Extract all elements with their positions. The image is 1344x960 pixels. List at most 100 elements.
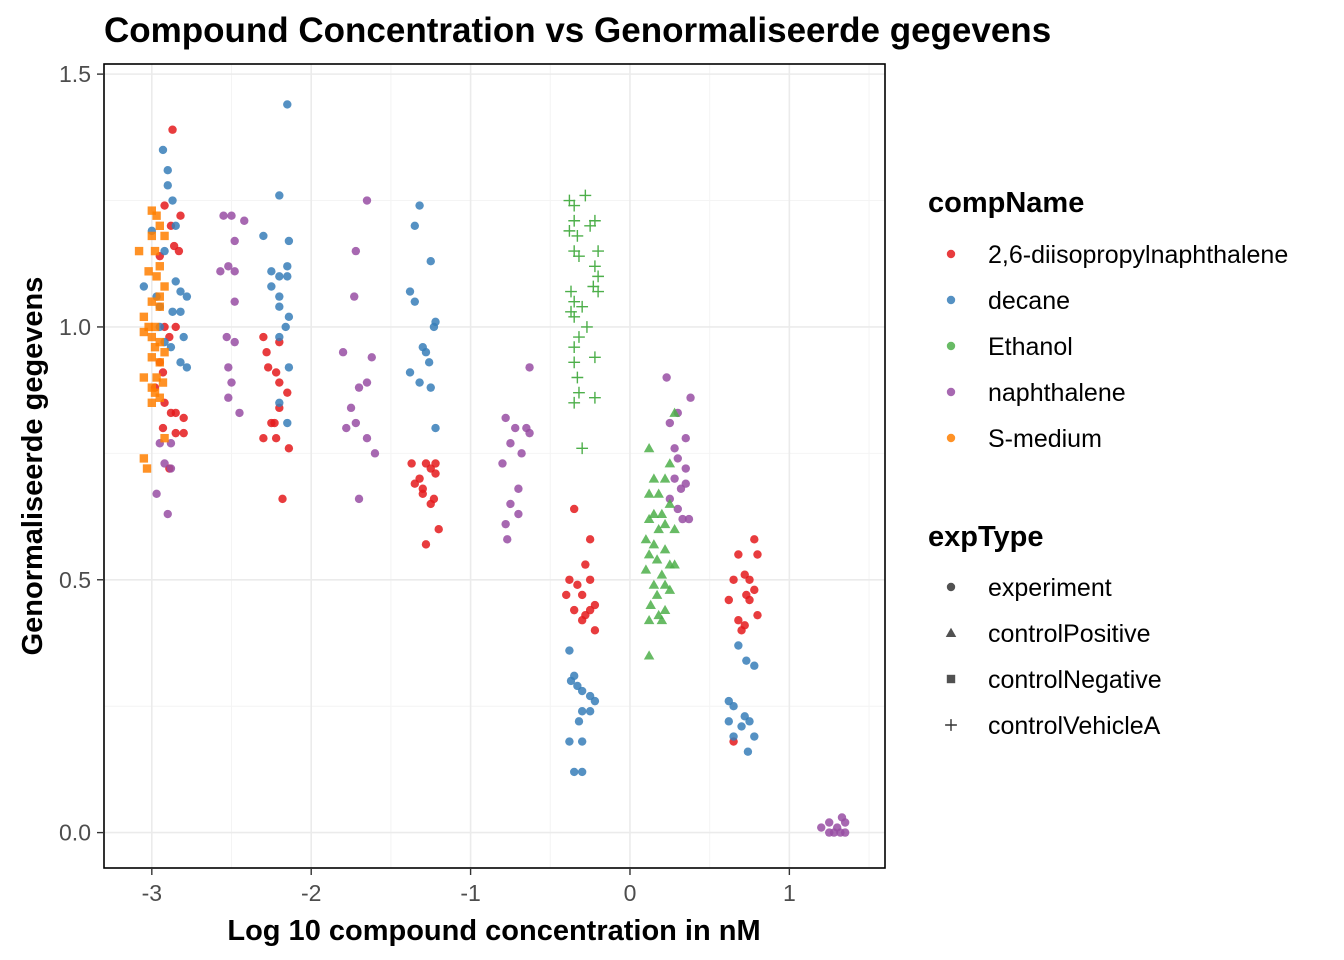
- data-point: [581, 560, 590, 569]
- data-point: [362, 378, 372, 387]
- data-point: [817, 823, 826, 832]
- data-point: [737, 626, 746, 635]
- data-point: [640, 564, 652, 574]
- data-point: [648, 508, 660, 518]
- legend-key-color: [946, 295, 956, 305]
- data-point: [568, 356, 581, 369]
- data-point: [152, 489, 161, 499]
- data-point: [275, 272, 284, 281]
- data-point: [753, 550, 762, 559]
- data-point: [275, 378, 284, 387]
- data-point: [158, 378, 168, 387]
- y-tick-label: 1.5: [59, 61, 91, 87]
- data-point: [729, 575, 738, 584]
- data-point: [653, 488, 664, 498]
- legend-key-shape: [946, 674, 956, 684]
- data-point: [283, 388, 292, 397]
- data-point: [569, 605, 579, 615]
- data-point: [155, 393, 164, 402]
- data-point: [227, 378, 236, 387]
- data-point: [263, 363, 273, 372]
- data-point: [271, 433, 281, 443]
- data-point: [182, 292, 192, 301]
- data-point: [230, 267, 239, 276]
- data-point: [415, 201, 424, 210]
- data-point: [659, 604, 671, 615]
- data-point: [498, 459, 507, 468]
- data-point: [643, 443, 655, 453]
- data-point: [415, 378, 424, 387]
- data-point: [176, 358, 185, 367]
- data-point: [168, 125, 177, 134]
- legend-label-compname: decane: [988, 287, 1070, 315]
- data-point: [426, 257, 435, 266]
- data-point: [240, 216, 249, 225]
- data-point: [648, 579, 660, 589]
- data-point: [569, 767, 579, 777]
- data-point: [729, 732, 738, 741]
- legend-label-compname: S-medium: [988, 425, 1102, 453]
- data-point: [573, 580, 582, 590]
- data-point: [643, 549, 655, 559]
- data-point: [585, 707, 595, 716]
- data-point: [576, 442, 589, 455]
- data-points: [134, 100, 850, 837]
- data-point: [592, 245, 604, 257]
- data-point: [568, 396, 581, 409]
- data-point: [585, 605, 595, 615]
- data-point: [587, 280, 600, 293]
- data-point: [648, 539, 660, 549]
- data-point: [592, 285, 604, 298]
- data-point: [825, 818, 834, 827]
- data-point: [267, 267, 276, 276]
- data-point: [171, 408, 180, 418]
- data-point: [179, 332, 188, 342]
- data-point: [150, 388, 160, 397]
- data-point: [171, 277, 180, 286]
- data-point: [840, 818, 850, 827]
- data-point: [410, 221, 420, 231]
- data-point: [585, 575, 595, 584]
- x-tick-label: -3: [142, 880, 162, 906]
- data-point: [176, 287, 185, 296]
- data-point: [171, 322, 180, 332]
- data-point: [514, 509, 523, 519]
- data-point: [160, 433, 169, 443]
- data-point: [656, 614, 668, 625]
- legend-exptype-title: expType: [928, 521, 1044, 553]
- data-point: [750, 732, 759, 741]
- data-point: [577, 590, 587, 600]
- data-point: [284, 312, 294, 322]
- data-point: [651, 554, 663, 564]
- data-point: [506, 439, 515, 448]
- data-point: [686, 393, 695, 402]
- data-point: [431, 459, 440, 468]
- data-point: [351, 418, 361, 428]
- data-point: [565, 575, 574, 584]
- data-point: [645, 599, 656, 609]
- data-point: [669, 559, 680, 569]
- data-point: [750, 535, 759, 544]
- data-point: [743, 747, 753, 756]
- data-point: [284, 363, 294, 372]
- data-point: [342, 423, 351, 433]
- data-point: [155, 302, 164, 311]
- data-point: [147, 297, 157, 306]
- data-point: [134, 246, 144, 256]
- data-point: [283, 262, 292, 271]
- data-point: [259, 433, 268, 443]
- data-point: [592, 270, 604, 283]
- y-tick-label: 1.0: [59, 314, 91, 340]
- data-point: [354, 494, 364, 504]
- data-point: [742, 656, 751, 665]
- data-point: [643, 650, 655, 660]
- legend-label-compname: Ethanol: [988, 333, 1073, 361]
- x-axis-title: Log 10 compound concentration in nM: [227, 915, 760, 947]
- data-point: [176, 307, 185, 316]
- data-point: [147, 206, 157, 215]
- data-point: [155, 337, 164, 347]
- data-point: [590, 626, 600, 635]
- data-point: [155, 358, 164, 367]
- data-point: [503, 535, 512, 544]
- data-point: [275, 292, 284, 301]
